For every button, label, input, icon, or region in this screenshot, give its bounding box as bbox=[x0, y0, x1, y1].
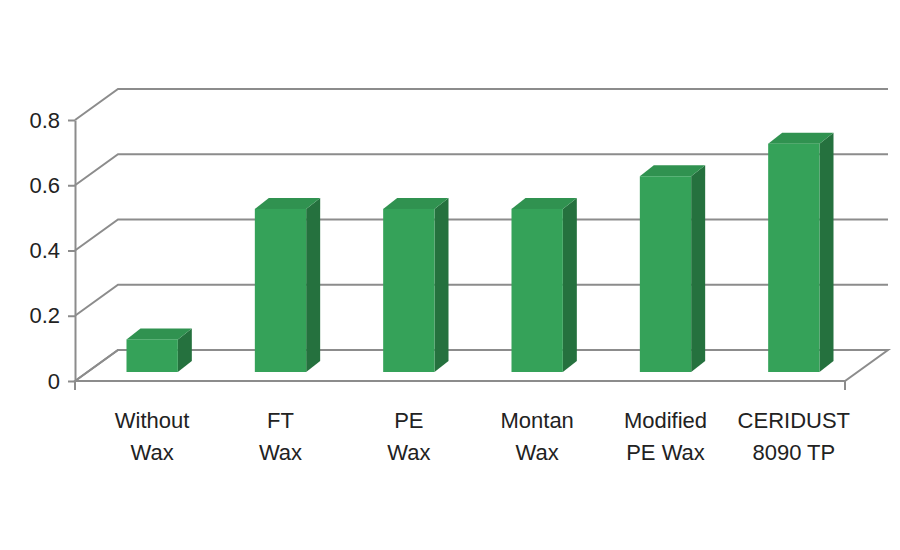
bar-top bbox=[768, 133, 833, 144]
grid-line bbox=[75, 285, 888, 316]
frame-edge bbox=[844, 381, 846, 390]
y-axis: 0 0.2 0.4 0.6 0.8 bbox=[29, 108, 75, 394]
y-tick: 0 bbox=[48, 369, 75, 394]
x-axis-labels: WithoutWax FTWax PEWax MontanWax ModifiedPE … bbox=[115, 408, 850, 465]
bar-side bbox=[563, 198, 577, 372]
x-tick-label: FTWax bbox=[259, 408, 302, 465]
bar-box bbox=[127, 328, 192, 372]
bar bbox=[383, 209, 434, 372]
y-tick-mark bbox=[68, 250, 75, 252]
bar-side bbox=[435, 198, 449, 372]
x-tick-label: ModifiedPE Wax bbox=[624, 408, 707, 465]
bar-top bbox=[512, 198, 577, 209]
x-tick-label: WithoutWax bbox=[115, 408, 190, 465]
bar-box bbox=[383, 198, 448, 372]
bar bbox=[512, 209, 563, 372]
y-tick-mark bbox=[68, 315, 75, 317]
x-tick-label: PEWax bbox=[387, 408, 430, 465]
bar-box bbox=[640, 165, 705, 372]
x-tick-label: MontanWax bbox=[500, 408, 573, 465]
bar-side bbox=[306, 198, 320, 372]
grid-line bbox=[75, 350, 888, 381]
y-tick: 0.6 bbox=[29, 173, 75, 198]
grid-line bbox=[75, 154, 888, 185]
y-tick: 0.4 bbox=[29, 238, 75, 263]
bar-top bbox=[640, 165, 705, 176]
bar-top bbox=[383, 198, 448, 209]
bar bbox=[768, 144, 819, 372]
bar-box bbox=[255, 198, 320, 372]
bar-top bbox=[127, 328, 192, 339]
y-tick-label: 0.6 bbox=[29, 173, 60, 198]
y-tick-label: 0.2 bbox=[29, 303, 60, 328]
grid-line bbox=[75, 220, 888, 251]
y-tick: 0.2 bbox=[29, 303, 75, 328]
x-tick-label: CERIDUST8090 TP bbox=[738, 408, 850, 465]
bar-top bbox=[255, 198, 320, 209]
y-tick: 0.8 bbox=[29, 108, 75, 133]
bar bbox=[127, 339, 178, 372]
bar bbox=[255, 209, 306, 372]
grid bbox=[75, 89, 888, 381]
y-tick-mark bbox=[68, 381, 75, 383]
bar-side bbox=[691, 165, 705, 372]
bars bbox=[127, 133, 834, 372]
bar-box bbox=[512, 198, 577, 372]
bar bbox=[640, 176, 691, 372]
y-tick-mark bbox=[68, 120, 75, 122]
y-tick-label: 0 bbox=[48, 369, 60, 394]
bar-side bbox=[820, 133, 834, 372]
grid-line bbox=[75, 89, 888, 120]
bar-box bbox=[768, 133, 833, 372]
y-tick-label: 0.8 bbox=[29, 108, 60, 133]
y-tick-label: 0.4 bbox=[29, 238, 60, 263]
y-tick-mark bbox=[68, 185, 75, 187]
floor bbox=[75, 350, 888, 381]
chart: 0 0.2 0.4 0.6 0.8 WithoutWax FTWax PEWax MontanW… bbox=[0, 0, 900, 550]
